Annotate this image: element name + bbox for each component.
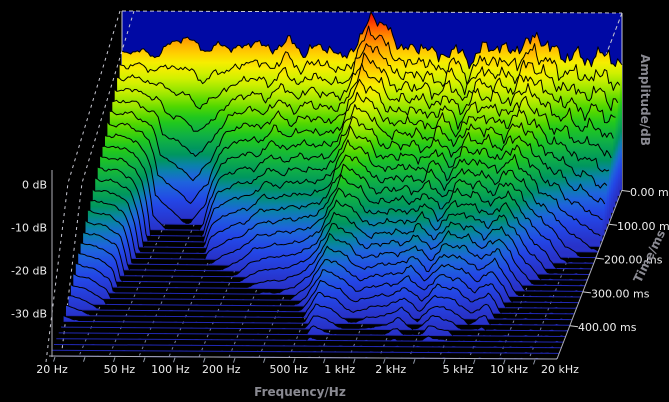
slice-outline-curve (82, 211, 542, 281)
frequency-minor-tick (443, 359, 446, 364)
slice-outline-curve (114, 52, 616, 132)
time-tick (608, 223, 618, 226)
slice-outline-curve (75, 245, 518, 295)
frame-front-floor-edge (48, 355, 558, 360)
frequency-tick-label: 1 kHz (324, 363, 355, 376)
time-tick (595, 257, 605, 260)
frequency-tick-label: 50 Hz (104, 363, 136, 376)
slice-outline-curve (70, 269, 507, 308)
slice-outline-curve (119, 25, 621, 91)
tick-layer (53, 190, 631, 365)
slice-outline-curve (99, 125, 603, 237)
waterfall-slice (56, 336, 564, 343)
frequency-tick-label: 500 Hz (269, 363, 308, 376)
frame-right-floor-edge (556, 189, 623, 360)
frequency-tick-label: 20 Hz (36, 363, 68, 376)
frequency-minor-tick (293, 358, 296, 364)
frequency-tick-label: 100 Hz (151, 363, 190, 376)
slice-outline-curve (85, 199, 549, 274)
frequency-tick-label: 200 Hz (202, 363, 241, 376)
slice-outline-curve (92, 163, 579, 257)
slice-outline-curve (102, 116, 606, 231)
slice-outline-curve (112, 63, 614, 157)
amplitude-tick-label: -10 dB (11, 222, 47, 235)
slice-outline-curve (107, 91, 610, 204)
slice-outline-curve (306, 325, 454, 336)
slice-outline-curve (121, 11, 623, 70)
frequency-minor-tick (263, 358, 266, 363)
frequency-minor-tick (383, 358, 386, 364)
slice-outline-curve (116, 43, 619, 112)
slice-outline-curve (97, 139, 601, 243)
frequency-minor-tick (233, 357, 236, 363)
slice-outline-curve (95, 154, 599, 252)
time-tick (582, 291, 592, 294)
time-tick-label: 200.00 ms (604, 254, 663, 267)
slice-outline-curve (73, 259, 513, 303)
frequency-minor-tick (323, 358, 326, 364)
slice-baseline-floor-line (51, 349, 560, 354)
frequency-minor-tick (473, 359, 476, 365)
frequency-minor-tick (203, 357, 206, 363)
slice-outline-curve (306, 335, 440, 341)
time-tick-label: 400.00 ms (578, 321, 637, 334)
frequency-minor-tick (503, 359, 506, 365)
amplitude-tick-label: -30 dB (11, 308, 47, 321)
frequency-tick-label: 20 kHz (541, 363, 579, 376)
slice-baseline-floor-line (56, 338, 564, 343)
waterfall-slice (61, 315, 568, 331)
slice-outline-curve (77, 233, 527, 292)
waterfall-slice (58, 325, 566, 337)
time-tick-label: 300.00 ms (591, 287, 650, 300)
label-layer: 0.00 ms 100.00 ms 200.00 ms 300.00 ms 400.00… (11, 179, 669, 377)
time-tick-label: 0.00 ms (630, 186, 669, 199)
slice-baseline-floor-line (53, 343, 562, 349)
frame-front-layer (48, 170, 623, 360)
frequency-minor-tick (113, 357, 116, 363)
frequency-minor-tick (53, 356, 56, 362)
slice-outline-curve (87, 187, 557, 269)
slice-baseline-floor-line (58, 332, 566, 337)
frequency-tick-label: 2 kHz (375, 363, 406, 376)
frame-right-wall-top-dashed (595, 12, 623, 82)
amplitude-tick-label: -20 dB (11, 265, 47, 278)
frequency-minor-tick (143, 357, 146, 363)
frequency-tick-label: 5 kHz (443, 363, 474, 376)
slice-outline-curve (68, 280, 502, 314)
slice-outline-curve (80, 223, 533, 285)
frequency-tick-label: 10 kHz (490, 363, 528, 376)
slice-outline-curve (109, 78, 612, 182)
slice-outline-curve (104, 104, 608, 224)
slice-outline-curve (63, 303, 491, 325)
frame-top-dashed-edge (121, 10, 623, 14)
frequency-minor-tick (173, 357, 176, 363)
time-tick (621, 190, 631, 192)
frequency-minor-tick (353, 358, 356, 364)
amplitude-tick-label: 0 dB (22, 179, 47, 192)
slice-outline-curve (65, 291, 496, 319)
time-tick-label: 100.00 ms (617, 220, 669, 233)
amplitude-axis-title: Amplitude/dB (638, 54, 652, 146)
frequency-minor-tick (83, 357, 86, 362)
slice-outline-curve (304, 315, 487, 331)
frequency-axis-title: Frequency/Hz (254, 385, 346, 399)
time-tick (569, 325, 579, 328)
slice-outline-curve (90, 174, 568, 264)
frequency-minor-tick (413, 359, 416, 364)
waterfall-slices-layer (48, 11, 623, 360)
frequency-minor-tick (533, 359, 536, 365)
